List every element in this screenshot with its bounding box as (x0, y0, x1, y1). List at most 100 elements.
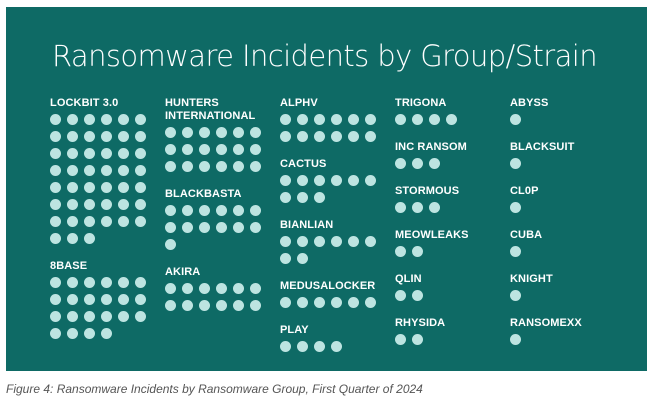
incident-dot (67, 199, 78, 210)
incident-dot (365, 175, 376, 186)
incident-dot (412, 114, 423, 125)
incident-dot (67, 148, 78, 159)
incident-dot (395, 290, 406, 301)
dot-group (280, 341, 382, 352)
incident-dot (250, 127, 261, 138)
incident-dot (365, 236, 376, 247)
incident-dot (446, 114, 457, 125)
incident-dot (182, 127, 193, 138)
group-play: PLAY (280, 324, 398, 352)
incident-dot (84, 277, 95, 288)
incident-dot (250, 222, 261, 233)
incident-dot (118, 131, 129, 142)
incident-dot (182, 205, 193, 216)
incident-dot (216, 300, 227, 311)
dot-group (510, 290, 612, 301)
incident-dot (510, 334, 521, 345)
incident-dot (135, 114, 146, 125)
incident-dot (280, 131, 291, 142)
incident-dot (50, 311, 61, 322)
incident-dot (135, 311, 146, 322)
group-label: CL0P (510, 185, 539, 197)
incident-dot (67, 182, 78, 193)
incident-dot (429, 202, 440, 213)
group-label: KNIGHT (510, 273, 553, 285)
group-label: QLIN (395, 273, 422, 285)
incident-dot (50, 114, 61, 125)
group-8base: 8BASE (50, 260, 168, 339)
incident-dot (314, 297, 325, 308)
incident-dot (348, 297, 359, 308)
incident-dot (67, 294, 78, 305)
incident-dot (233, 205, 244, 216)
group-label: MEDUSALOCKER (280, 280, 376, 292)
group-knight: KNIGHT (510, 273, 628, 301)
group-lockbit-3-0: LOCKBIT 3.0 (50, 97, 168, 244)
incident-dot (135, 148, 146, 159)
incident-dot (510, 202, 521, 213)
incident-dot (101, 328, 112, 339)
dot-group (395, 158, 497, 169)
incident-dot (165, 283, 176, 294)
incident-dot (365, 131, 376, 142)
incident-dot (182, 222, 193, 233)
incident-dot (67, 165, 78, 176)
group-label: BLACKBASTA (165, 188, 242, 200)
incident-dot (67, 216, 78, 227)
incident-dot (135, 277, 146, 288)
incident-dot (510, 114, 521, 125)
group-label: 8BASE (50, 260, 88, 272)
incident-dot (67, 233, 78, 244)
incident-dot (233, 161, 244, 172)
chart-title: Ransomware Incidents by Group/Strain (52, 39, 598, 73)
incident-dot (199, 161, 210, 172)
dot-group (395, 334, 497, 345)
chart-panel: Ransomware Incidents by Group/Strain LOC… (6, 7, 647, 371)
incident-dot (101, 148, 112, 159)
dot-group (510, 114, 612, 125)
incident-dot (395, 246, 406, 257)
incident-dot (280, 114, 291, 125)
group-label: ABYSS (510, 97, 549, 109)
incident-dot (165, 239, 176, 250)
group-label: HUNTERS INTERNATIONAL (165, 97, 256, 122)
incident-dot (165, 300, 176, 311)
incident-dot (429, 158, 440, 169)
incident-dot (118, 114, 129, 125)
incident-dot (297, 192, 308, 203)
incident-dot (118, 294, 129, 305)
incident-dot (412, 290, 423, 301)
incident-dot (510, 158, 521, 169)
group-cl0p: CL0P (510, 185, 628, 213)
incident-dot (84, 165, 95, 176)
incident-dot (297, 236, 308, 247)
incident-dot (50, 165, 61, 176)
incident-dot (182, 300, 193, 311)
incident-dot (135, 294, 146, 305)
incident-dot (348, 114, 359, 125)
incident-dot (395, 158, 406, 169)
group-trigona: TRIGONA (395, 97, 513, 125)
group-rhysida: RHYSIDA (395, 317, 513, 345)
dot-group (395, 246, 497, 257)
incident-dot (118, 165, 129, 176)
incident-dot (101, 131, 112, 142)
incident-dot (101, 114, 112, 125)
dot-group (510, 246, 612, 257)
incident-dot (135, 131, 146, 142)
group-qlin: QLIN (395, 273, 513, 301)
incident-dot (84, 311, 95, 322)
group-label: ALPHV (280, 97, 318, 109)
incident-dot (280, 236, 291, 247)
incident-dot (165, 205, 176, 216)
group-label: STORMOUS (395, 185, 460, 197)
incident-dot (101, 165, 112, 176)
dot-group (510, 158, 612, 169)
incident-dot (199, 300, 210, 311)
incident-dot (280, 341, 291, 352)
group-label: AKIRA (165, 266, 201, 278)
incident-dot (365, 114, 376, 125)
incident-dot (50, 199, 61, 210)
group-label: RANSOMEXX (510, 317, 582, 329)
